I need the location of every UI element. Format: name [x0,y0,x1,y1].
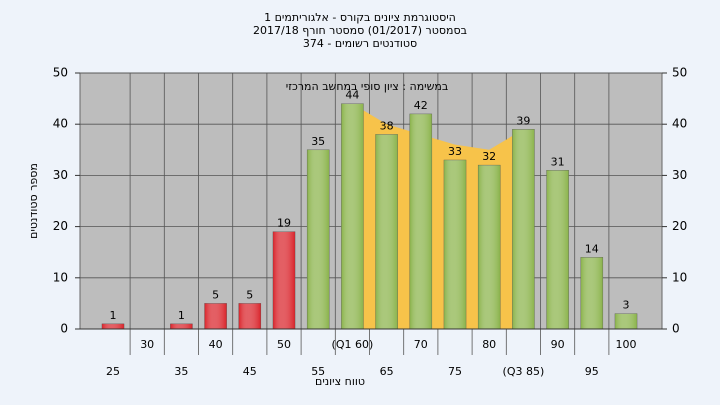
y2-tick-label: 20 [672,219,687,233]
x-tick-label: 45 [243,365,257,378]
bar-highlight [102,323,124,329]
bar-highlight [512,129,535,329]
y-tick-label: 0 [60,322,68,336]
value-label: 32 [482,150,496,163]
x-tick-label: 70 [414,338,428,351]
chart-title: סטודנטים רשומים - 374 [303,37,417,50]
bar-highlight [580,257,603,329]
value-label: 5 [212,288,219,301]
bar-highlight [204,303,227,329]
x-tick-label: 90 [551,338,565,351]
y2-tick-label: 0 [672,322,680,336]
bar-highlight [478,165,501,329]
x-tick-label: 65 [380,365,394,378]
y2-tick-label: 30 [672,168,687,182]
y-tick-label: 10 [53,270,68,284]
x-tick-label: 35 [174,365,188,378]
x-tick-label: 80 [482,338,496,351]
bar-highlight [409,113,432,330]
value-label: 39 [516,114,530,127]
bar-highlight [341,103,364,329]
value-label: 42 [414,99,428,112]
subtitle: במשימה : ציון סופי במחשב המרכזי [286,80,449,93]
bar-highlight [170,323,193,329]
plot-layer: 1 1 5 5 19 35 44 38 42 33 32 39 31 14 3 [75,72,667,355]
chart-title: היסטוגרמת ציונים בקורס - אלגוריתמים 1 [264,11,456,24]
bar-highlight [615,313,637,329]
value-label: 1 [178,309,185,322]
y-tick-label: 50 [53,66,68,80]
value-label: 35 [311,135,325,148]
value-label: 14 [585,242,599,255]
x-tick-label: 95 [585,365,599,378]
y-tick-label: 20 [53,219,68,233]
bar-highlight [444,160,466,329]
x-tick-label: (Q3 85) [503,365,545,378]
x-tick-label: 100 [616,338,637,351]
value-label: 19 [277,217,291,230]
value-label: 3 [623,299,630,312]
bar-highlight [273,231,295,329]
value-label: 33 [448,145,462,158]
x-axis-label: טווח ציונים [315,375,365,388]
chart-title: בסמסטר (01/2017) סמסטר חורף 2017/18 [253,24,467,37]
bar-highlight [375,134,398,329]
y2-tick-label: 10 [672,270,687,284]
value-label: 1 [110,309,117,322]
bar-highlight [307,149,330,329]
x-tick-label: 40 [209,338,223,351]
x-tick-label: 75 [448,365,462,378]
value-label: 31 [551,155,565,168]
y2-tick-label: 50 [672,66,687,80]
y-tick-label: 40 [53,117,68,131]
x-tick-label: 50 [277,338,291,351]
x-tick-label: 25 [106,365,120,378]
y-tick-label: 30 [53,168,68,182]
y-axis-label: מספר סטודנטים [27,163,40,239]
bar-highlight [546,170,569,329]
value-label: 38 [380,119,394,132]
value-label: 5 [246,288,253,301]
value-label: 44 [345,89,359,102]
x-tick-label: 55 [311,365,325,378]
x-tick-label: 30 [140,338,154,351]
x-tick-label: (Q1 60) [332,338,374,351]
bar-highlight [238,303,261,329]
y2-tick-label: 40 [672,117,687,131]
